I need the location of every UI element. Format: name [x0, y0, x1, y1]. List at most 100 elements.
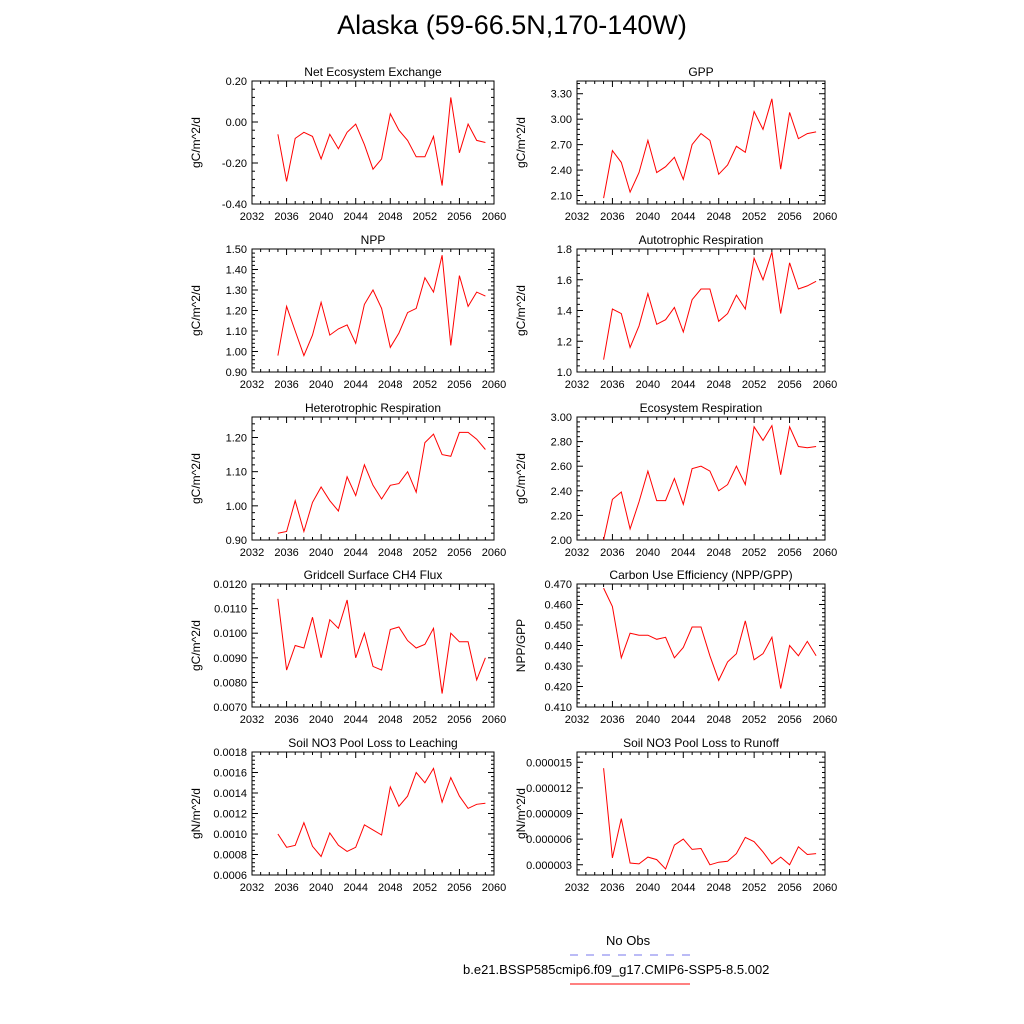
x-tick-label: 2032	[240, 882, 264, 894]
plot-frame	[251, 751, 495, 876]
x-tick-label: 2048	[706, 547, 730, 559]
x-tick-label: 2052	[413, 211, 437, 223]
x-tick-label: 2048	[378, 379, 402, 391]
chart-panel: Ecosystem Respiration gC/m^2/d 2032 2036 204…	[514, 401, 837, 559]
x-tick-label: 2036	[600, 379, 624, 391]
y-tick-label: 0.00	[226, 117, 247, 129]
y-tick-label: 2.20	[551, 510, 572, 522]
chart-panel: NPP gC/m^2/d 2032 2036 2040 2044 2048 2052 2056 2…	[189, 233, 506, 391]
chart-panel: Soil NO3 Pool Loss to Leaching gN/m^2/d 20…	[189, 736, 506, 894]
y-tick-label: 0.0110	[214, 604, 247, 616]
y-tick-label: 2.00	[551, 535, 572, 547]
panel-title: Ecosystem Respiration	[640, 401, 763, 415]
x-tick-label: 2036	[600, 882, 624, 894]
y-tick-label: 0.0008	[213, 850, 247, 862]
y-tick-label: 2.40	[551, 165, 572, 177]
y-tick-label: 0.0006	[213, 870, 247, 882]
x-tick-label: 2044	[343, 547, 367, 559]
y-tick-label: 1.20	[226, 306, 247, 318]
x-tick-label: 2032	[565, 882, 589, 894]
chart-panel: Heterotrophic Respiration gC/m^2/d 2032 203…	[189, 401, 506, 559]
panel-title: Soil NO3 Pool Loss to Leaching	[288, 736, 457, 750]
y-tick-label: 3.00	[551, 412, 572, 424]
y-tick-label: 0.470	[544, 579, 572, 591]
y-tick-label: 0.0080	[213, 677, 247, 689]
x-tick-label: 2040	[636, 211, 660, 223]
series-line	[277, 255, 486, 357]
y-tick-label: 0.20	[226, 76, 247, 88]
y-tick-label: 1.6	[557, 275, 572, 287]
x-tick-label: 2056	[447, 547, 471, 559]
x-tick-label: 2052	[742, 211, 766, 223]
panel-title: Carbon Use Efficiency (NPP/GPP)	[609, 568, 792, 582]
x-tick-label: 2044	[671, 882, 695, 894]
y-tick-label: 0.0120	[213, 579, 247, 591]
y-axis-label: gC/m^2/d	[514, 285, 528, 336]
x-tick-label: 2032	[240, 714, 264, 726]
x-tick-label: 2052	[413, 379, 437, 391]
x-tick-label: 2044	[671, 714, 695, 726]
x-tick-label: 2036	[274, 211, 298, 223]
y-tick-label: 0.0070	[213, 702, 247, 714]
x-tick-label: 2032	[240, 211, 264, 223]
y-axis-label: gC/m^2/d	[189, 117, 203, 168]
x-tick-label: 2048	[378, 882, 402, 894]
x-tick-label: 2040	[309, 211, 333, 223]
chart-panel: Autotrophic Respiration gC/m^2/d 2032 2036 2…	[514, 233, 837, 391]
x-tick-label: 2040	[636, 714, 660, 726]
x-tick-label: 2056	[777, 882, 801, 894]
x-tick-label: 2056	[777, 211, 801, 223]
y-tick-label: 0.0010	[213, 829, 247, 841]
series-line	[277, 767, 486, 858]
x-tick-label: 2036	[600, 211, 624, 223]
y-tick-label: 0.0018	[213, 747, 247, 759]
panel-title: Autotrophic Respiration	[639, 233, 764, 247]
x-tick-label: 2032	[565, 714, 589, 726]
x-tick-label: 2044	[671, 211, 695, 223]
panel-title: GPP	[688, 65, 713, 79]
x-tick-label: 2032	[565, 547, 589, 559]
series-line	[277, 97, 486, 186]
x-tick-label: 2056	[777, 547, 801, 559]
x-tick-label: 2032	[240, 379, 264, 391]
x-tick-label: 2048	[706, 211, 730, 223]
y-tick-label: 0.000015	[526, 757, 572, 769]
y-tick-label: 1.0	[557, 367, 572, 379]
y-tick-label: 0.0016	[213, 768, 247, 780]
x-tick-label: 2056	[447, 882, 471, 894]
x-tick-label: 2044	[671, 547, 695, 559]
panel-title: Soil NO3 Pool Loss to Runoff	[623, 736, 780, 750]
x-tick-label: 2060	[813, 547, 837, 559]
x-tick-label: 2036	[600, 714, 624, 726]
x-tick-label: 2036	[274, 714, 298, 726]
y-tick-label: 1.30	[226, 285, 247, 297]
y-tick-label: 0.000006	[526, 834, 572, 846]
y-tick-label: 0.000009	[526, 809, 572, 821]
y-tick-label: 0.90	[226, 535, 247, 547]
x-tick-label: 2040	[636, 379, 660, 391]
x-tick-label: 2048	[378, 547, 402, 559]
y-tick-label: 0.000003	[526, 860, 572, 872]
x-tick-label: 2040	[636, 547, 660, 559]
x-tick-label: 2052	[413, 714, 437, 726]
chart-panel: Soil NO3 Pool Loss to Runoff gN/m^2/d 2032…	[514, 736, 837, 894]
y-tick-label: 0.0090	[213, 653, 247, 665]
y-tick-label: 1.10	[226, 326, 247, 338]
y-axis-label: gC/m^2/d	[514, 117, 528, 168]
x-tick-label: 2032	[240, 547, 264, 559]
x-tick-label: 2052	[742, 379, 766, 391]
x-tick-label: 2048	[378, 714, 402, 726]
panel-title: Heterotrophic Respiration	[305, 401, 441, 415]
x-tick-label: 2044	[671, 379, 695, 391]
plot-frame	[576, 80, 826, 205]
y-tick-label: 3.00	[551, 114, 572, 126]
y-tick-label: 0.90	[226, 367, 247, 379]
series-line	[603, 768, 817, 870]
y-tick-label: 1.2	[557, 336, 572, 348]
x-tick-label: 2048	[706, 379, 730, 391]
plot-frame	[251, 416, 495, 541]
x-tick-label: 2056	[447, 714, 471, 726]
y-tick-label: 0.450	[544, 620, 572, 632]
x-tick-label: 2048	[706, 882, 730, 894]
